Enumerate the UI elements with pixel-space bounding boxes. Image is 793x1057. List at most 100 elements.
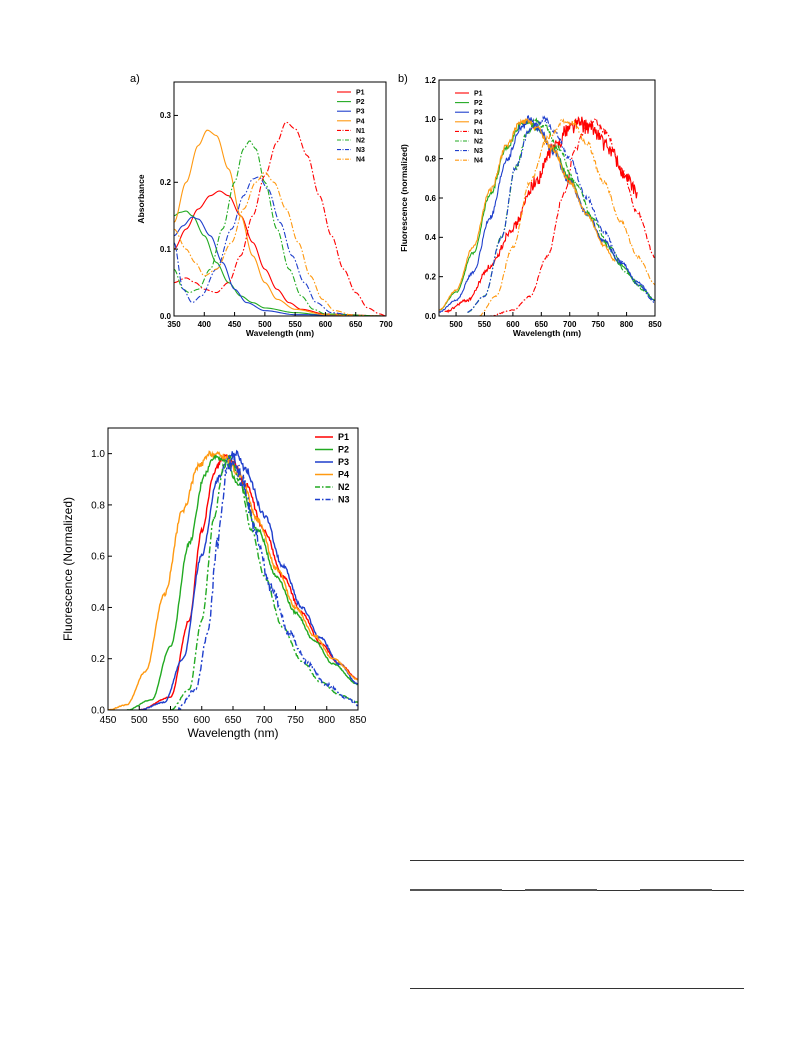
legend-label-p2: P2	[474, 100, 483, 107]
y-tick-label: 1.0	[91, 449, 105, 460]
legend-label-n1: N1	[356, 128, 365, 135]
legend-label-n1: N1	[474, 129, 483, 136]
series-line-p3	[139, 449, 358, 710]
series-group	[108, 449, 358, 710]
legend-label-n3: N3	[338, 495, 350, 505]
series-group	[439, 115, 655, 316]
x-tick-label: 600	[193, 715, 210, 726]
series-line-p3	[439, 115, 655, 313]
y-tick-label: 0.4	[91, 603, 105, 614]
y-tick-label: 0.2	[425, 272, 437, 281]
x-tick-label: 850	[648, 320, 662, 329]
series-line-n3	[174, 176, 386, 316]
series-line-p4	[439, 118, 616, 311]
y-axis-label: Fluorescence (normalized)	[399, 144, 409, 252]
legend-label-p1: P1	[356, 89, 365, 96]
y-tick-label: 0.4	[425, 233, 437, 242]
x-tick-label: 650	[225, 715, 242, 726]
y-tick-label: 1.2	[425, 76, 437, 85]
x-tick-label: 500	[449, 320, 463, 329]
x-tick-label: 500	[258, 320, 272, 329]
legend-label-p2: P2	[338, 445, 349, 455]
y-tick-label: 0.8	[425, 154, 437, 163]
x-tick-label: 800	[620, 320, 634, 329]
legend-label-n2: N2	[474, 138, 483, 145]
plot-frame	[107, 427, 359, 711]
table-column-rule-3	[640, 889, 712, 891]
table-column-rule-2	[525, 889, 597, 891]
table-column-rule-1	[410, 889, 502, 891]
x-tick-label: 750	[591, 320, 605, 329]
series-line-n1	[174, 121, 386, 316]
fluorescence-chart-c-svg: 450 500 550 600 650 700 750 800 850 0.0 0.2 0.4 0.6 0…	[61, 427, 367, 740]
x-axis-label: Wavelength (nm)	[188, 726, 279, 740]
x-tick-label: 750	[287, 715, 304, 726]
x-tick-label: 550	[288, 320, 302, 329]
x-tick-label: 650	[535, 320, 549, 329]
legend-label-n4: N4	[474, 158, 483, 165]
legend-label-n2: N2	[356, 137, 365, 144]
plot-frame	[438, 79, 656, 317]
series-line-n2	[174, 140, 386, 316]
series-line-p4	[108, 450, 358, 710]
y-tick-label: 0.8	[91, 500, 105, 511]
absorbance-chart: 350 400 450 500 550 600 650 700 0.0 0.1 0.2 0.3 Wave…	[108, 60, 398, 350]
panel-label: b)	[398, 73, 408, 85]
series-line-p2	[126, 453, 358, 710]
x-tick-label: 650	[349, 320, 363, 329]
x-axis-label: Wavelength (nm)	[246, 328, 314, 338]
legend-label-p1: P1	[474, 90, 483, 97]
y-axis-label: Fluorescence (Normalized)	[61, 497, 75, 641]
plot-frame	[173, 81, 387, 317]
y-tick-label: 0.6	[425, 194, 437, 203]
series-group	[174, 121, 386, 316]
fluorescence-normalized-chart-b: 500 550 600 650 700 750 800 850 0.0 0.2 0.4 0.6 0.8 1…	[395, 60, 670, 350]
fluorescence-chart-b-svg: 500 550 600 650 700 750 800 850 0.0 0.2 0.4 0.6 0.8 1…	[398, 73, 662, 338]
y-tick-label: 0.6	[91, 552, 105, 563]
absorbance-chart-svg: 350 400 450 500 550 600 650 700 0.0 0.1 0.2 0.3 Wave…	[130, 73, 393, 338]
legend: P1 P2 P3 P4 N1 N2 N3 N4	[455, 90, 483, 165]
fluorescence-normalized-chart-c: 450 500 550 600 650 700 750 800 850 0.0 0.2 0.4 0.6 0…	[60, 420, 370, 755]
legend: P1 P2 P3 P4 N2 N3	[315, 432, 350, 505]
y-tick-label: 0.2	[91, 654, 105, 665]
y-tick-label: 0.0	[425, 312, 437, 321]
series-line-n4	[174, 171, 386, 316]
legend-label-p4: P4	[338, 470, 349, 480]
legend-label-p4: P4	[474, 119, 483, 126]
series-line-n3	[176, 451, 358, 710]
series-line-p1	[174, 190, 386, 316]
series-line-n4	[478, 118, 655, 316]
x-tick-label: 550	[162, 715, 179, 726]
x-tick-label: 550	[478, 320, 492, 329]
y-tick-label: 1.0	[425, 115, 437, 124]
x-tick-label: 700	[256, 715, 273, 726]
x-tick-label: 700	[563, 320, 577, 329]
x-tick-label: 400	[198, 320, 212, 329]
series-line-p2	[439, 119, 655, 311]
legend-label-n4: N4	[356, 157, 365, 164]
panel-label: a)	[130, 73, 140, 85]
series-line-p3	[174, 216, 386, 316]
series-line-p1	[444, 115, 638, 314]
legend-label-p4: P4	[356, 118, 365, 125]
legend-label-n3: N3	[356, 147, 365, 154]
x-tick-label: 600	[319, 320, 333, 329]
x-tick-label: 850	[350, 715, 367, 726]
legend-label-p3: P3	[338, 457, 349, 467]
x-tick-label: 700	[379, 320, 393, 329]
y-tick-label: 0.2	[160, 178, 172, 187]
series-line-n1	[489, 117, 655, 316]
y-tick-label: 0.0	[91, 706, 105, 717]
series-line-n3	[467, 115, 655, 313]
x-tick-label: 800	[318, 715, 335, 726]
legend-label-p3: P3	[356, 109, 365, 116]
legend-label-p3: P3	[474, 110, 483, 117]
y-tick-label: 0.1	[160, 245, 172, 254]
x-tick-label: 450	[100, 715, 117, 726]
x-tick-label: 500	[131, 715, 148, 726]
legend-label-p2: P2	[356, 99, 365, 106]
x-tick-label: 350	[167, 320, 181, 329]
x-tick-label: 450	[228, 320, 242, 329]
x-axis-label: Wavelength (nm)	[513, 328, 581, 338]
legend-label-p1: P1	[338, 432, 349, 442]
